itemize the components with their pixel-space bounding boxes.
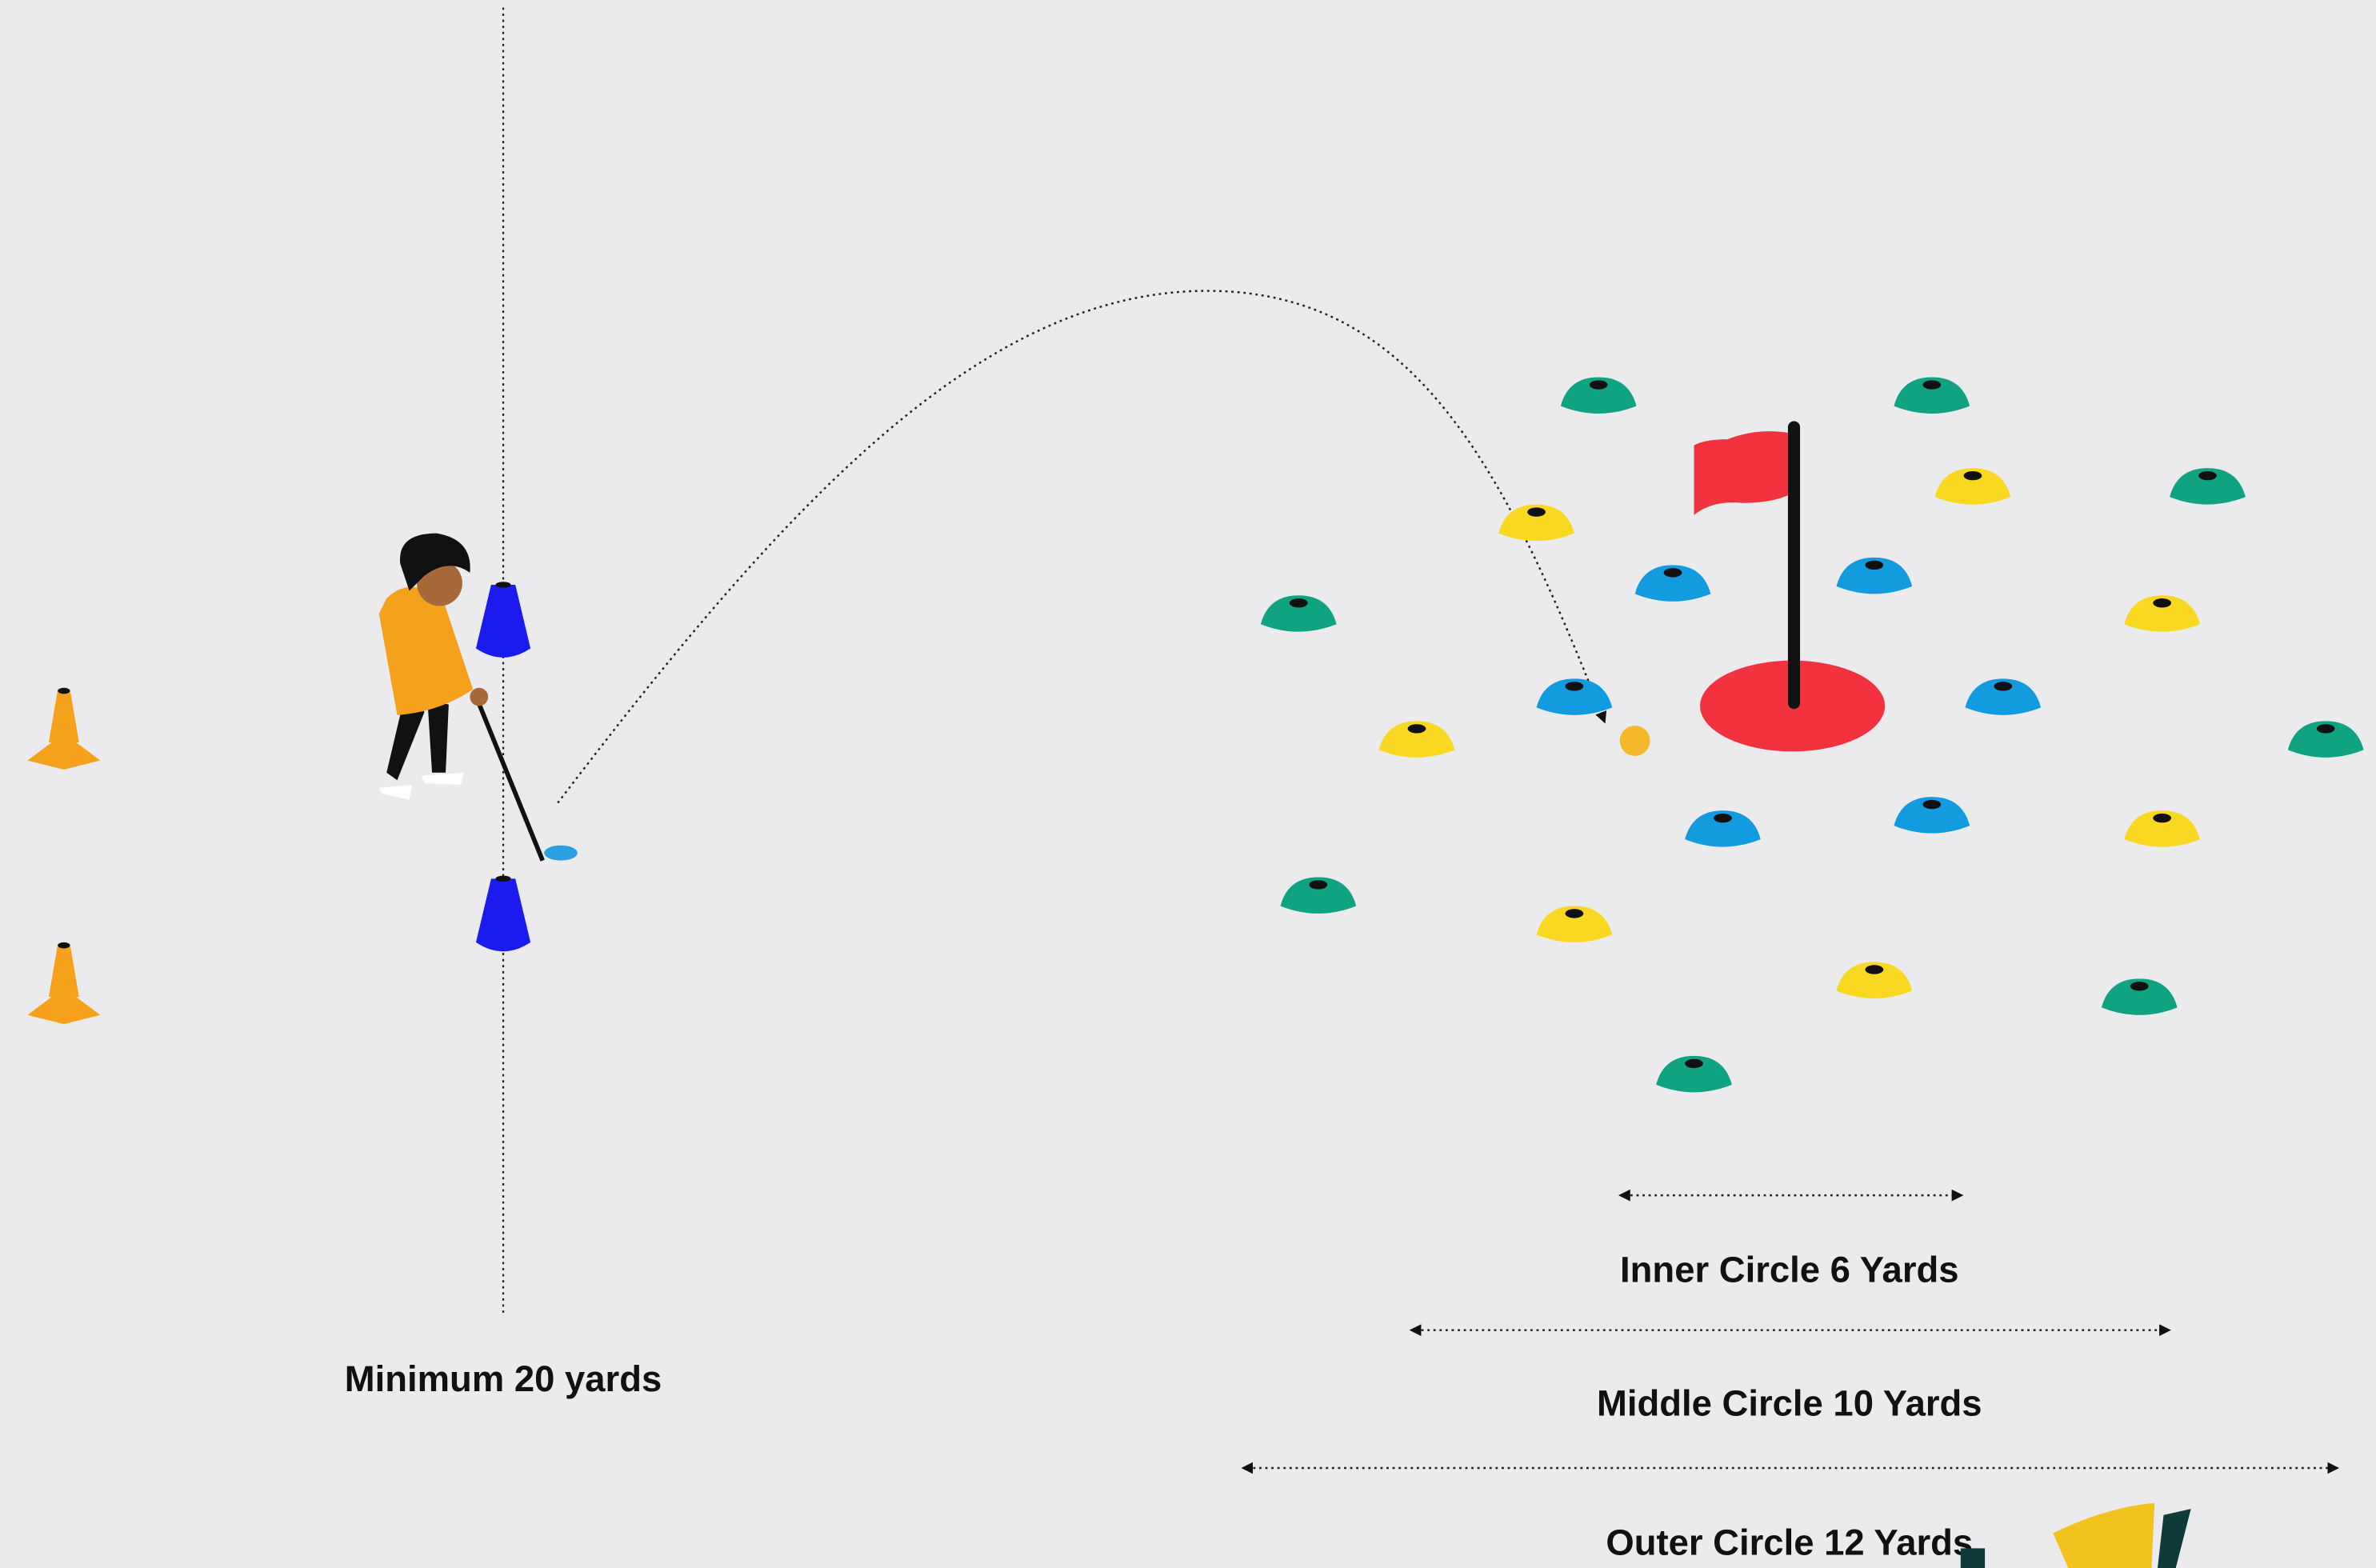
middle-label: Middle Circle 10 Yards <box>1597 1382 1982 1423</box>
page: {"labels": {"minimum": "Minimum 20 yards… <box>0 0 2376 1568</box>
inner-label: Inner Circle 6 Yards <box>1620 1250 1958 1290</box>
minimum-label: Minimum 20 yards <box>345 1358 662 1399</box>
drill-diagram: Minimum 20 yards Inner Circle 6 Yards Mi… <box>0 0 2376 1568</box>
outer-label: Outer Circle 12 Yards <box>1606 1522 1973 1563</box>
golf-ball <box>1620 726 1650 756</box>
background <box>0 0 2375 1568</box>
